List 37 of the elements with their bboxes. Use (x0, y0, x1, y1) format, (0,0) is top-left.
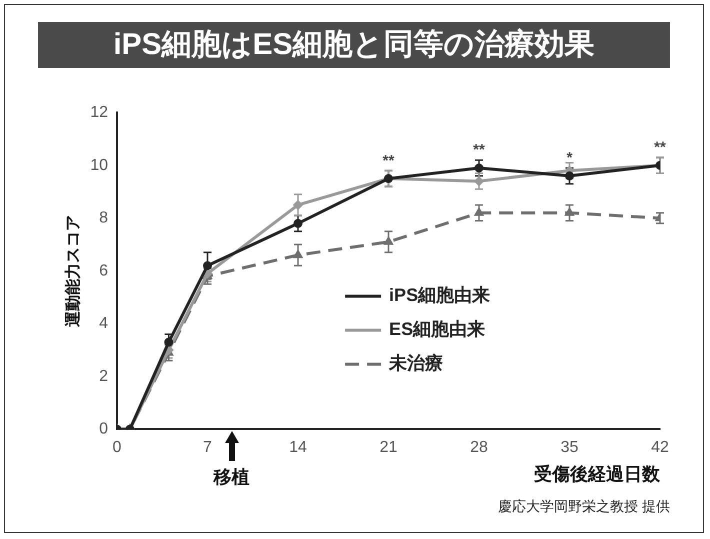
x-tick-label: 14 (289, 439, 307, 456)
text: 移植 (214, 466, 250, 490)
point (294, 200, 302, 210)
y-tick-label: 10 (90, 156, 108, 174)
point (203, 261, 212, 270)
x-tick-label: 7 (203, 439, 212, 456)
legend-label: iPS細胞由来 (389, 285, 490, 306)
y-axis-title: 運動能力スコア (64, 214, 82, 328)
point (474, 164, 484, 173)
point (294, 218, 302, 228)
x-tick-label: 35 (560, 439, 578, 456)
y-tick-label: 8 (99, 210, 108, 227)
y-tick-label: 2 (99, 368, 108, 385)
point (294, 250, 302, 258)
x-tick-label: 42 (651, 439, 669, 456)
x-tick-label: 0 (112, 439, 122, 456)
point (565, 171, 574, 180)
point (474, 208, 484, 216)
point (565, 208, 574, 216)
x-tick-label: 21 (380, 439, 398, 456)
x-axis-title: 受傷後経過日数 (534, 464, 661, 484)
legend-label: ES細胞由来 (389, 319, 486, 340)
annotation: ** (382, 152, 394, 170)
y-tick-label: 4 (99, 315, 108, 332)
y-tick-label: 6 (99, 262, 108, 280)
annotation: ** (654, 139, 666, 156)
point (164, 338, 174, 347)
x-tick-label: 28 (470, 439, 488, 456)
point (384, 237, 393, 245)
annotation: * (566, 150, 573, 167)
point (474, 176, 484, 186)
legend-label: 未治療 (388, 353, 444, 374)
chart-title: iPS細胞はES細胞と同等の治療効果 (38, 22, 670, 68)
text: 慶応大学岡野栄之教授 提供 (498, 498, 670, 516)
y-tick-label: 0 (99, 420, 108, 438)
annotation: ** (473, 142, 485, 159)
y-tick-label: 12 (90, 104, 108, 122)
